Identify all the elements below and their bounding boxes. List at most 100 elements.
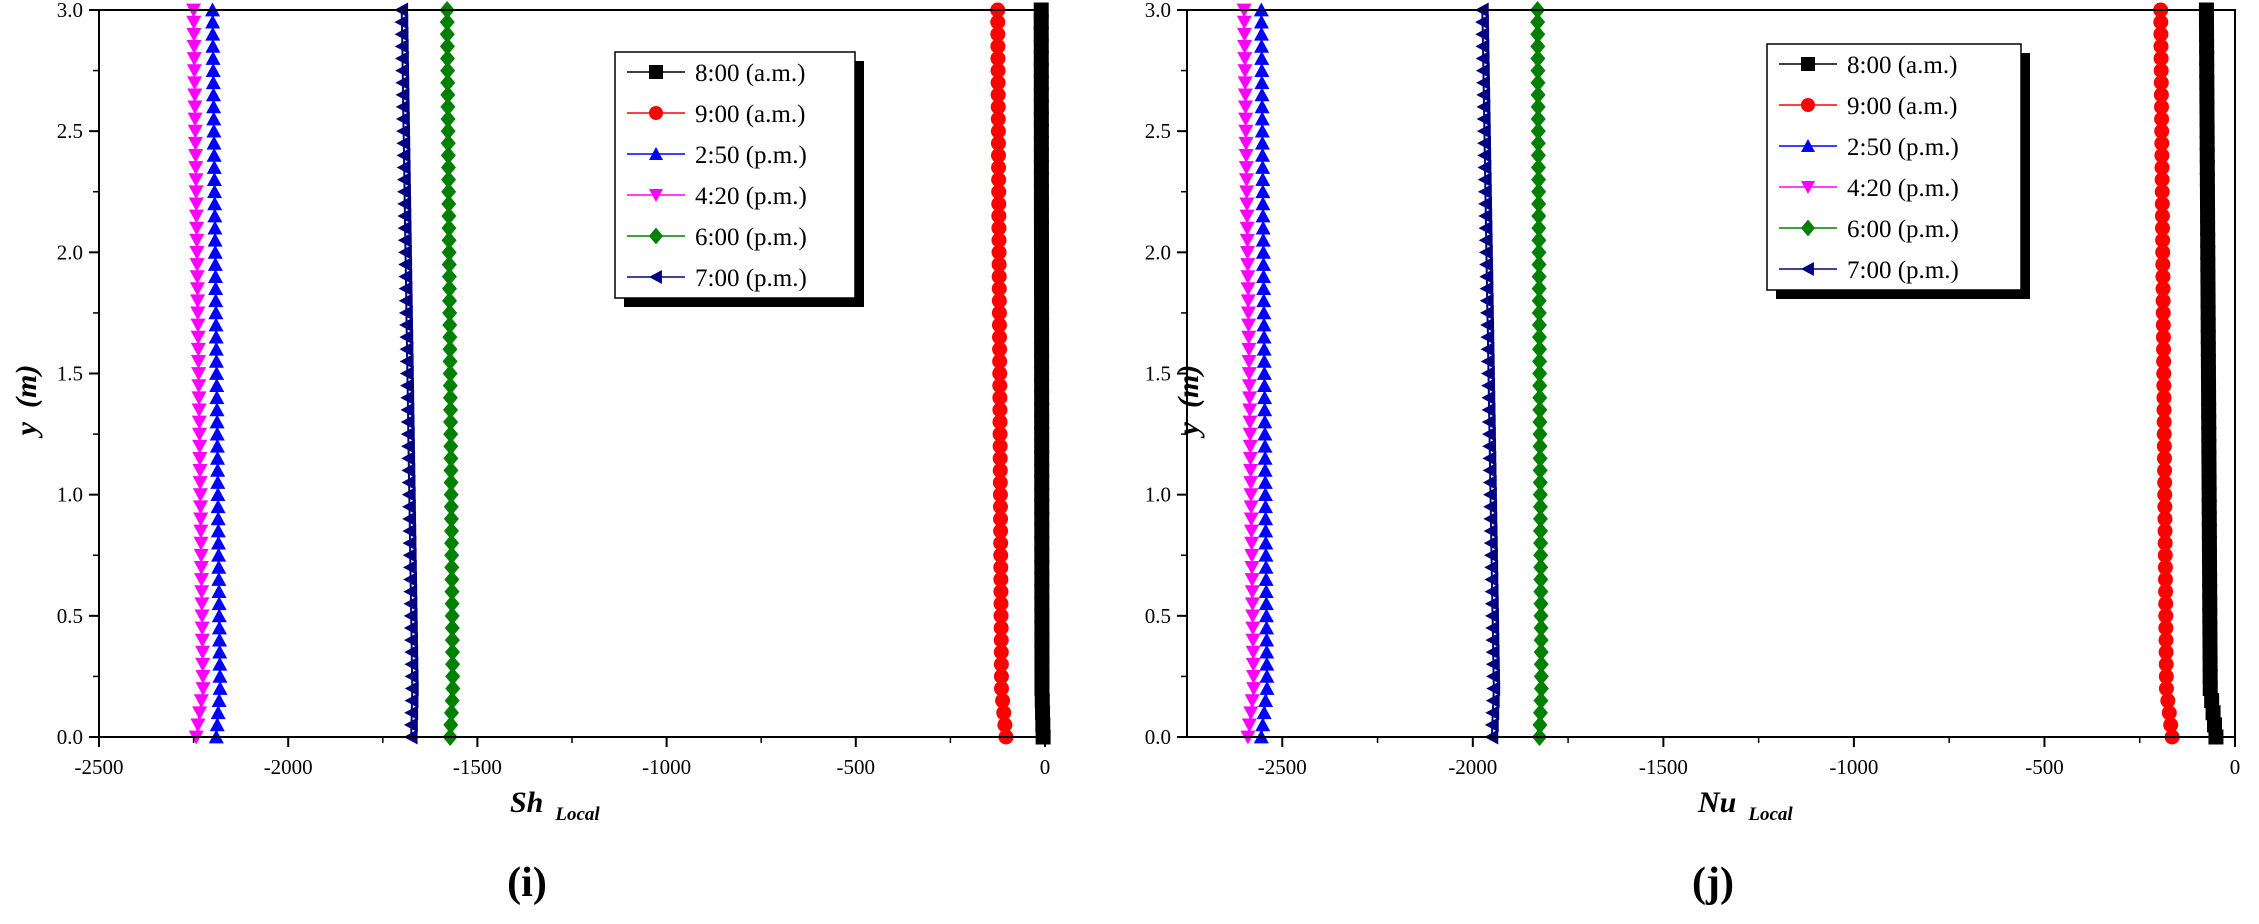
data-point <box>2156 353 2172 369</box>
data-point <box>993 523 1009 539</box>
data-point <box>2199 26 2215 42</box>
data-point <box>1238 124 1254 139</box>
data-point <box>1256 705 1272 720</box>
legend-entry: 9:00 (a.m.) <box>1779 93 1957 120</box>
data-point <box>1243 524 1259 539</box>
data-point <box>1531 255 1547 274</box>
data-point <box>210 499 226 514</box>
data-point <box>1532 715 1548 734</box>
data-point <box>441 231 457 250</box>
data-point <box>394 14 409 30</box>
data-point <box>1240 306 1256 321</box>
legend-label: 8:00 (a.m.) <box>1847 52 1957 79</box>
data-point <box>2154 123 2170 139</box>
data-point <box>1245 645 1261 660</box>
data-point <box>992 341 1008 357</box>
data-point <box>1477 172 1492 188</box>
data-point <box>1477 184 1492 200</box>
data-point <box>1257 462 1273 477</box>
data-point <box>443 509 459 528</box>
data-point <box>1478 208 1493 224</box>
data-point <box>2198 14 2214 30</box>
data-point <box>195 682 211 697</box>
data-point <box>209 390 225 405</box>
data-point <box>205 50 221 65</box>
y-tick-label: 1.0 <box>1145 483 1171 507</box>
data-point <box>1259 668 1275 683</box>
data-point <box>1484 571 1499 587</box>
data-point <box>1484 717 1499 733</box>
data-point <box>2156 450 2172 466</box>
data-point <box>2153 63 2169 79</box>
data-point <box>1245 633 1261 648</box>
data-point <box>206 123 222 138</box>
x-tick-label: 0 <box>1040 755 1051 779</box>
data-point <box>1532 412 1548 431</box>
data-point <box>404 705 419 721</box>
data-point <box>1259 620 1275 635</box>
data-point <box>1242 415 1258 430</box>
data-point <box>991 305 1007 321</box>
data-point <box>395 111 410 127</box>
data-point <box>1532 352 1548 371</box>
data-point <box>445 679 461 698</box>
data-point <box>210 523 226 538</box>
data-point <box>993 535 1009 551</box>
data-point <box>1239 233 1255 248</box>
data-point <box>1254 75 1270 90</box>
data-point <box>1479 269 1494 285</box>
data-point <box>1257 475 1273 489</box>
data-point <box>209 426 225 441</box>
data-point <box>394 38 409 54</box>
data-point <box>398 256 413 272</box>
data-point <box>2202 596 2218 612</box>
data-point <box>1485 656 1500 672</box>
data-point <box>1257 414 1273 429</box>
data-point <box>399 317 414 333</box>
data-point <box>2158 656 2174 672</box>
x-axis-title-subscript: Local <box>554 804 600 825</box>
data-point <box>2154 196 2170 212</box>
data-point <box>403 608 418 624</box>
data-point <box>1034 693 1050 709</box>
data-point <box>993 571 1009 587</box>
data-point <box>993 596 1009 612</box>
data-point <box>1244 536 1260 551</box>
data-point <box>193 536 209 551</box>
data-point <box>1533 679 1549 698</box>
x-axis-title-main: Nu <box>1697 786 1736 819</box>
data-point <box>207 256 223 271</box>
data-point <box>400 414 415 430</box>
data-point <box>443 425 459 444</box>
data-point <box>1244 694 1260 709</box>
data-point <box>194 573 210 587</box>
data-point <box>2202 632 2218 648</box>
data-point <box>990 135 1006 151</box>
legend-box <box>1766 43 2022 291</box>
x-tick-label: -1000 <box>1829 755 1878 779</box>
data-point <box>1256 293 1272 308</box>
data-point <box>2199 123 2215 139</box>
data-point <box>188 173 204 188</box>
data-point <box>1258 511 1274 526</box>
data-point <box>990 38 1006 54</box>
data-point <box>208 305 224 320</box>
data-point <box>992 378 1008 394</box>
data-point <box>1530 110 1546 129</box>
data-point <box>211 571 227 586</box>
data-point <box>990 50 1006 66</box>
data-point <box>2157 547 2173 563</box>
data-point <box>991 196 1007 212</box>
data-point <box>206 99 222 114</box>
data-point <box>1532 364 1548 383</box>
data-point <box>187 88 203 103</box>
data-point <box>1254 63 1270 77</box>
data-point <box>1240 245 1256 260</box>
data-point <box>1482 462 1497 478</box>
data-point <box>996 705 1012 721</box>
data-point <box>1259 644 1275 659</box>
data-point <box>186 64 202 79</box>
data-point <box>1241 342 1257 357</box>
data-point <box>1482 475 1497 491</box>
data-point <box>1531 291 1547 310</box>
